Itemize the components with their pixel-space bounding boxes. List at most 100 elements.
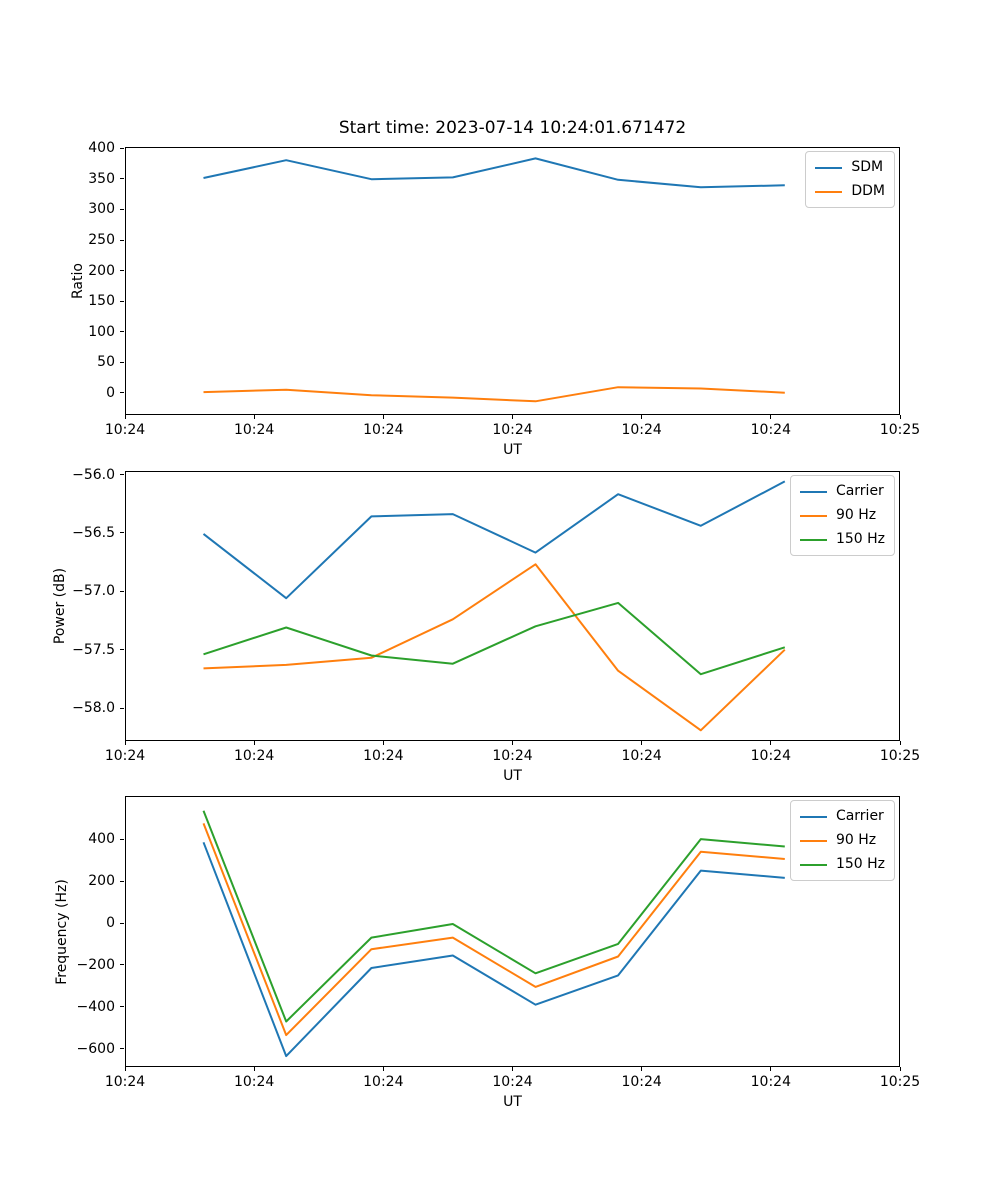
y-tick-label: 400	[88, 140, 115, 157]
y-tick-label: −400	[76, 998, 115, 1015]
legend-entry-ddm: DDM	[815, 183, 885, 200]
y-tick	[120, 590, 124, 592]
sdm-line	[203, 157, 785, 189]
subplot-ratio: SDM DDM	[125, 147, 900, 415]
x-tick-label: 10:24	[621, 422, 662, 438]
x-tick	[382, 415, 384, 419]
x-tick	[512, 741, 513, 745]
y-tick	[120, 270, 124, 272]
y-tick	[120, 178, 124, 180]
y-tick	[120, 239, 124, 241]
x-tick-label: 10:24	[363, 422, 404, 438]
legend-line-sample	[799, 815, 827, 818]
y-tick	[120, 922, 124, 924]
legend: SDM DDM	[805, 151, 895, 208]
legend-label: 90 Hz	[835, 832, 877, 848]
x-tick-label: 10:24	[233, 1074, 275, 1090]
x-tick-label: 10:24	[104, 748, 146, 764]
legend-entry-sdm: SDM	[815, 159, 885, 176]
legend-label: Carrier	[835, 483, 884, 499]
y-tick-label: 50	[97, 354, 115, 371]
y-tick-label: −600	[76, 1040, 115, 1057]
x-axis-label: UT	[503, 442, 522, 458]
legend-line-sample	[799, 538, 827, 541]
y-tick	[120, 1048, 124, 1050]
legend-label: SDM	[851, 159, 884, 175]
x-tick-label: 10:24	[750, 422, 791, 438]
legend-line-sample	[799, 490, 827, 493]
y-tick	[120, 649, 124, 651]
legend-label: DDM	[851, 183, 885, 199]
x-tick-label: 10:24	[750, 748, 791, 764]
y-tick-label: 150	[88, 293, 115, 310]
y-tick	[120, 361, 124, 363]
y-tick	[120, 474, 124, 475]
y-tick	[120, 880, 124, 882]
x-tick	[641, 415, 643, 419]
legend-label: 150 Hz	[835, 856, 885, 872]
legend-entry-90-hz: 90 Hz	[799, 832, 885, 849]
x-tick	[641, 741, 643, 745]
x-tick-label: 10:24	[492, 748, 533, 764]
x-tick-label: 10:24	[104, 422, 146, 438]
y-tick-label: 350	[88, 170, 115, 187]
x-tick	[770, 1067, 772, 1071]
legend-line-sample	[815, 190, 843, 193]
y-tick-label: −56.0	[72, 466, 115, 483]
y-tick	[120, 300, 124, 302]
y-tick-label: −56.5	[72, 524, 115, 541]
y-tick-label: 250	[88, 232, 115, 248]
y-tick-label: 200	[88, 262, 115, 279]
y-tick-label: −57.0	[72, 583, 115, 600]
x-tick	[124, 415, 126, 419]
x-tick-label: 10:24	[492, 422, 533, 438]
150-hz-line	[203, 601, 786, 676]
y-tick-label: 100	[88, 323, 115, 340]
plot-area-frequency	[202, 810, 785, 1058]
x-tick	[253, 1067, 255, 1071]
x-tick	[899, 415, 901, 419]
x-tick	[512, 1067, 513, 1071]
x-tick	[124, 741, 126, 745]
legend-line-sample	[799, 514, 827, 517]
x-tick	[899, 741, 901, 745]
x-tick-label: 10:25	[879, 1074, 921, 1090]
y-tick	[120, 964, 124, 966]
y-tick-label: −57.5	[72, 641, 115, 658]
x-tick	[770, 415, 772, 419]
y-tick-label: 200	[88, 873, 115, 890]
x-tick	[124, 1067, 126, 1071]
y-tick	[120, 1006, 124, 1008]
x-tick	[770, 741, 772, 745]
legend-label: 90 Hz	[835, 507, 877, 523]
legend-line-sample	[799, 839, 827, 842]
y-tick	[120, 838, 124, 840]
carrier-line	[202, 480, 786, 600]
x-tick	[382, 1067, 384, 1071]
legend-entry-carrier: Carrier	[799, 808, 885, 825]
ddm-line	[203, 386, 785, 403]
x-tick-label: 10:24	[233, 422, 275, 438]
y-tick-label: −58.0	[72, 700, 115, 717]
figure-title: Start time: 2023-07-14 10:24:01.671472	[338, 118, 687, 138]
subplot-frequency: Carrier 90 Hz 150 Hz	[125, 796, 900, 1067]
y-tick-label: 0	[106, 384, 115, 401]
x-axis-label: UT	[503, 1094, 522, 1110]
x-tick-label: 10:24	[750, 1074, 791, 1090]
x-tick-label: 10:24	[492, 1074, 533, 1090]
x-tick-label: 10:24	[233, 748, 275, 764]
x-tick	[641, 1067, 643, 1071]
y-axis-label: Frequency (Hz)	[54, 878, 70, 985]
x-tick-label: 10:24	[104, 1074, 146, 1090]
y-tick	[120, 392, 124, 394]
90-hz-line	[203, 563, 786, 732]
carrier-line	[202, 841, 785, 1058]
y-tick-label: 300	[88, 201, 115, 218]
y-axis-label: Power (dB)	[52, 567, 68, 645]
legend: Carrier 90 Hz 150 Hz	[789, 800, 895, 881]
y-tick	[120, 331, 124, 333]
plot-area-ratio	[203, 157, 785, 403]
x-tick	[253, 415, 255, 419]
x-tick-label: 10:24	[363, 748, 404, 764]
